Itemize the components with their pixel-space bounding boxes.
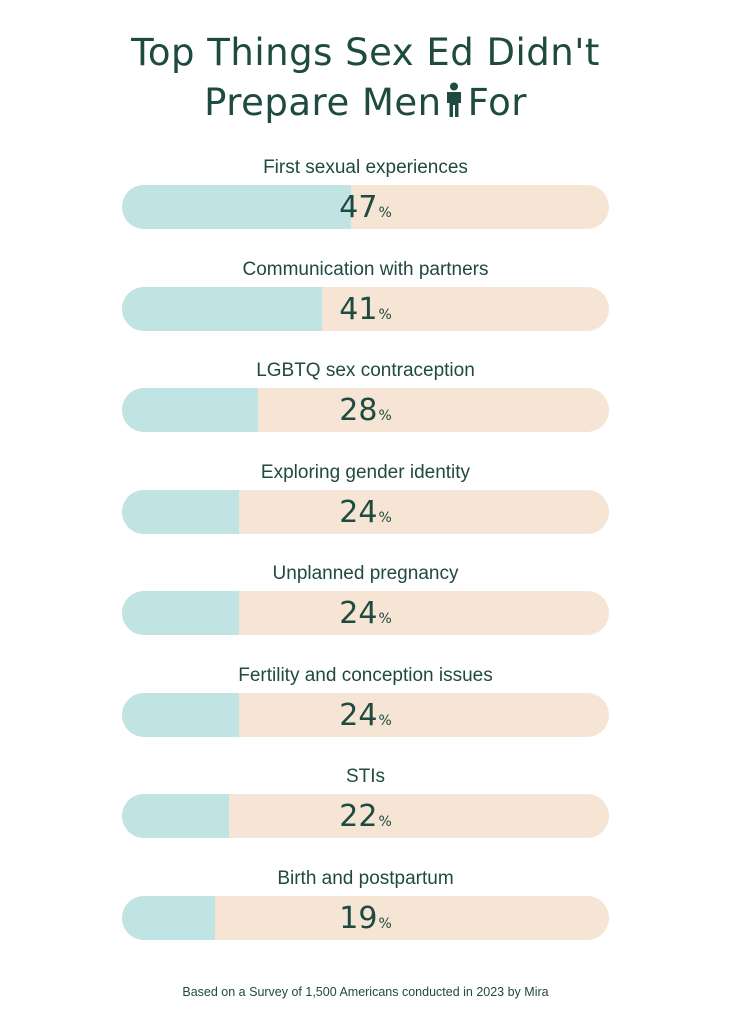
chart-title-line-2: Prepare Men For: [0, 82, 731, 121]
data-label-value: 19: [339, 900, 378, 936]
bar: [122, 388, 259, 432]
data-label-value: 24: [339, 596, 378, 631]
data-label-suffix: %: [378, 306, 392, 323]
bar: [122, 794, 230, 838]
bar: [122, 895, 215, 940]
category-label: Fertility and conception issues: [238, 664, 493, 686]
data-label-value: 47: [339, 190, 378, 225]
category-label: Birth and postpartum: [277, 867, 454, 889]
data-label-suffix: %: [378, 814, 392, 830]
data-label-suffix: %: [378, 712, 392, 729]
data-label-value: 28: [339, 393, 378, 428]
data-label: 24%: [0, 599, 731, 629]
data-label: 41%: [0, 291, 731, 327]
bar: [122, 591, 239, 635]
category-label: STIs: [345, 766, 386, 787]
data-label: 28%: [0, 396, 731, 426]
bar-track: [122, 794, 609, 838]
bar-track: [122, 286, 609, 331]
bar: [122, 489, 239, 534]
data-label: 24%: [0, 494, 731, 530]
chart-title-line-1: Top Things Sex Ed Didn't: [131, 31, 600, 74]
title-text-before-icon: Prepare Men: [204, 81, 442, 124]
data-label-suffix: %: [378, 915, 392, 932]
bar: [122, 286, 322, 331]
data-label-suffix: %: [378, 509, 392, 526]
bar-track: [122, 591, 609, 635]
category-label: Unplanned pregnancy: [272, 563, 459, 584]
category-label: Exploring gender identity: [260, 461, 471, 483]
data-label: 24%: [0, 697, 731, 733]
title-text-after-icon: For: [467, 81, 527, 124]
data-label-suffix: %: [378, 205, 392, 221]
man-icon: [446, 82, 461, 117]
data-label: 19%: [0, 900, 731, 936]
bar-track: [122, 692, 609, 737]
bar-track: [122, 388, 609, 432]
category-label: LGBTQ sex contraception: [256, 360, 475, 381]
bar-track: [122, 489, 609, 534]
data-label-suffix: %: [378, 408, 392, 424]
data-label: 22%: [0, 802, 731, 832]
data-label-value: 22: [339, 799, 378, 834]
bar-track: [122, 895, 609, 940]
data-label-value: 24: [339, 697, 378, 733]
data-label-value: 41: [339, 291, 378, 327]
bar: [122, 185, 351, 229]
bar: [122, 692, 239, 737]
category-label: Communication with partners: [242, 258, 489, 280]
data-label-value: 24: [339, 494, 378, 530]
bar-track: [122, 185, 609, 229]
footnote: Based on a Survey of 1,500 Americans con…: [182, 985, 549, 999]
category-label: First sexual experiences: [263, 157, 468, 178]
data-label: 47%: [0, 193, 731, 223]
data-label-suffix: %: [378, 611, 392, 627]
